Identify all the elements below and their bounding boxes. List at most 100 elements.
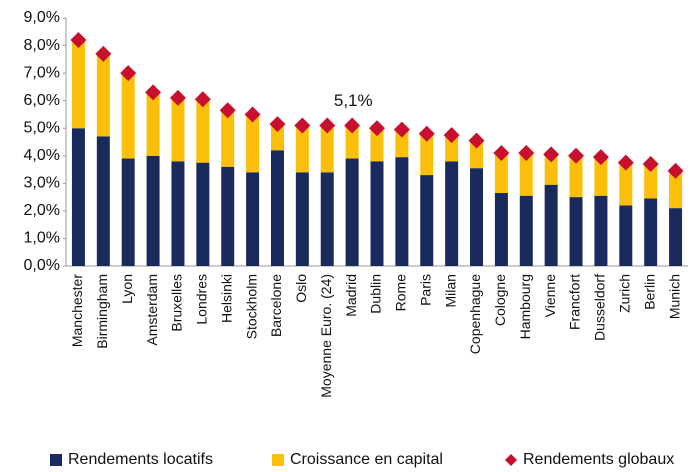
bar-segment bbox=[470, 140, 484, 169]
total-marker bbox=[95, 45, 112, 62]
total-marker bbox=[518, 145, 535, 162]
x-tick-label: Helsinki bbox=[218, 274, 234, 323]
total-marker bbox=[344, 117, 361, 134]
total-marker bbox=[443, 127, 460, 144]
bar-segment bbox=[669, 170, 683, 209]
bar-segment bbox=[395, 129, 409, 158]
bar-segment bbox=[71, 40, 85, 129]
x-tick-label: Paris bbox=[417, 274, 433, 306]
x-tick-label: Vienne bbox=[542, 274, 558, 318]
bar-segment bbox=[619, 162, 633, 206]
x-tick-label: Cologne bbox=[492, 274, 508, 326]
x-tick-label: Madrid bbox=[343, 274, 359, 317]
legend-marker bbox=[505, 454, 517, 466]
bar-segment bbox=[96, 53, 110, 137]
bar-segment bbox=[594, 157, 608, 196]
total-marker bbox=[543, 146, 560, 163]
bar-segment bbox=[71, 128, 85, 266]
total-marker bbox=[617, 154, 634, 171]
y-tick-label: 6,0% bbox=[24, 92, 60, 109]
total-marker bbox=[219, 102, 236, 119]
legend-label: Rendements locatifs bbox=[68, 451, 213, 468]
x-tick-label: Francfort bbox=[567, 274, 583, 330]
y-tick-label: 8,0% bbox=[24, 37, 60, 54]
total-marker bbox=[294, 117, 311, 134]
legend-swatch bbox=[50, 454, 62, 466]
x-tick-label: Dusseldorf bbox=[592, 274, 608, 341]
bar-segment bbox=[171, 161, 185, 266]
total-marker bbox=[369, 120, 385, 137]
total-marker bbox=[418, 125, 435, 142]
y-tick-label: 9,0% bbox=[24, 9, 60, 26]
bar-segment bbox=[121, 73, 135, 159]
total-marker bbox=[393, 121, 410, 138]
bar-segment bbox=[295, 125, 309, 173]
bar-segment bbox=[395, 157, 409, 266]
bar-segment bbox=[445, 161, 459, 266]
x-tick-label: Bruxelles bbox=[169, 274, 185, 332]
bar-segment bbox=[146, 155, 160, 266]
total-marker bbox=[244, 106, 261, 123]
bar-segment bbox=[121, 158, 135, 266]
x-tick-label: Amsterdam bbox=[144, 274, 160, 346]
x-tick-label: Milan bbox=[442, 274, 458, 307]
bar-segment bbox=[345, 125, 359, 159]
bar-segment bbox=[270, 150, 284, 266]
bar-segment bbox=[270, 124, 284, 151]
x-tick-label: Lyon bbox=[119, 274, 135, 304]
bar-segment bbox=[146, 92, 160, 156]
x-tick-label: Zurich bbox=[617, 274, 633, 313]
bar-segment bbox=[295, 172, 309, 266]
bar-segment bbox=[370, 161, 384, 266]
bar-segment bbox=[320, 125, 334, 173]
bar-segment bbox=[445, 135, 459, 162]
bar-segment bbox=[345, 158, 359, 266]
bar-segment bbox=[544, 184, 558, 266]
total-marker bbox=[468, 132, 485, 149]
total-marker bbox=[568, 147, 585, 164]
bar-segment bbox=[246, 172, 260, 266]
total-marker bbox=[120, 65, 137, 82]
x-tick-label: Hambourg bbox=[517, 274, 533, 339]
annotation: 5,1% bbox=[334, 91, 373, 110]
y-tick-label: 0,0% bbox=[24, 257, 60, 274]
x-tick-label: Dublin bbox=[368, 274, 384, 314]
y-tick-label: 4,0% bbox=[24, 147, 60, 164]
bar-segment bbox=[644, 198, 658, 266]
y-tick-label: 2,0% bbox=[24, 202, 60, 219]
x-tick-label: Berlin bbox=[641, 274, 657, 310]
x-tick-label: Copenhague bbox=[467, 274, 483, 354]
total-marker bbox=[667, 162, 684, 179]
x-tick-label: Munich bbox=[666, 274, 682, 319]
bar-segment bbox=[420, 175, 434, 266]
bar-segment bbox=[470, 168, 484, 266]
total-marker bbox=[169, 89, 186, 106]
bar-segment bbox=[644, 164, 658, 199]
x-tick-label: Oslo bbox=[293, 274, 309, 303]
legend-swatch bbox=[272, 454, 284, 466]
x-tick-label: Rome bbox=[393, 274, 409, 312]
x-tick-label: Londres bbox=[194, 274, 210, 325]
total-marker bbox=[642, 156, 659, 173]
x-tick-label: Manchester bbox=[69, 274, 85, 347]
bar-segment bbox=[196, 162, 210, 266]
bar-segment bbox=[320, 172, 334, 266]
bar-segment bbox=[519, 153, 533, 196]
bar-segment bbox=[420, 133, 434, 176]
y-tick-label: 1,0% bbox=[24, 230, 60, 247]
bar-segment bbox=[569, 155, 583, 198]
legend-label: Croissance en capital bbox=[290, 451, 443, 468]
bar-segment bbox=[519, 195, 533, 266]
total-marker bbox=[70, 32, 87, 49]
bar-segment bbox=[221, 110, 235, 167]
total-marker bbox=[493, 145, 510, 162]
bar-segment bbox=[619, 205, 633, 266]
y-tick-label: 5,0% bbox=[24, 119, 60, 136]
legend-label: Rendements globaux bbox=[523, 451, 674, 468]
x-tick-label: Moyenne Euro. (24) bbox=[318, 274, 334, 398]
bar-segment bbox=[171, 97, 185, 162]
bar-segment bbox=[544, 154, 558, 185]
x-tick-label: Barcelone bbox=[268, 274, 284, 337]
y-tick-label: 3,0% bbox=[24, 175, 60, 192]
